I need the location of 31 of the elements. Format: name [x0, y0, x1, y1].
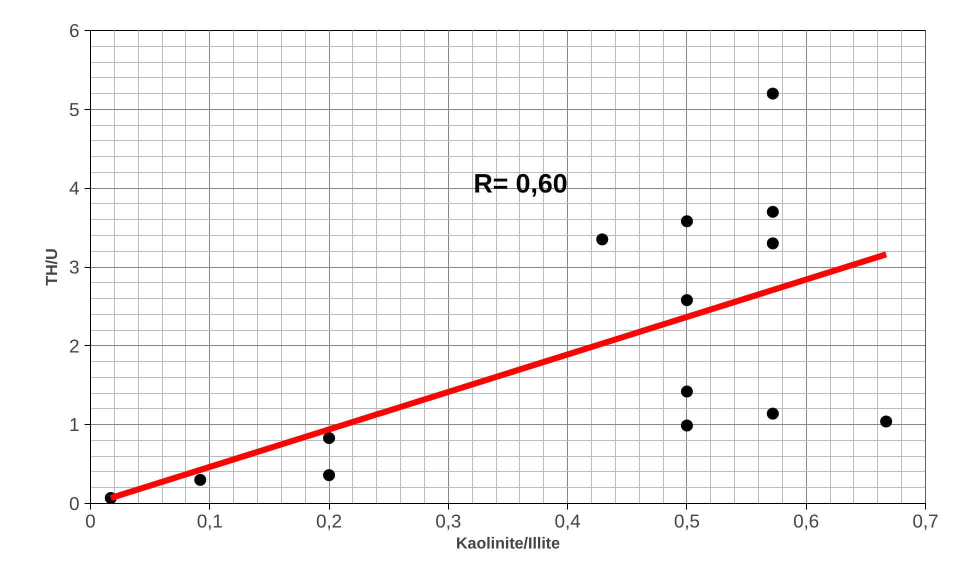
- x-tick-label: 0,3: [435, 510, 462, 532]
- x-tick-label: 0,5: [674, 510, 700, 532]
- point: [680, 419, 693, 432]
- y-tick-label: 5: [69, 98, 80, 120]
- point: [766, 237, 779, 250]
- point: [596, 233, 608, 246]
- y-tick-label: 2: [69, 335, 80, 356]
- point: [766, 206, 779, 218]
- annotation: R= 0,60: [473, 168, 568, 198]
- x-tick-label: 0: [85, 510, 96, 532]
- x-tick-label: 0,2: [316, 510, 342, 532]
- x-axis-title: Kaolinite/Illite: [456, 536, 560, 552]
- x-tick-label: 0,4: [554, 510, 581, 532]
- x-tick-label: 0,1: [196, 510, 223, 532]
- point: [680, 386, 693, 398]
- point: [680, 215, 693, 228]
- point: [323, 432, 336, 444]
- point: [194, 474, 206, 486]
- y-tick-label: 1: [69, 414, 80, 436]
- point: [323, 469, 336, 482]
- y-tick-label: 3: [69, 256, 80, 278]
- x-tick-label: 0,7: [912, 510, 938, 532]
- point: [680, 294, 693, 306]
- point: [766, 408, 779, 420]
- y-tick-label: 6: [69, 20, 80, 41]
- x-tick-label: 0,6: [793, 510, 820, 532]
- point: [880, 416, 892, 428]
- y-tick-label: 4: [69, 178, 80, 199]
- point: [766, 88, 779, 100]
- y-axis-title: TH/U: [44, 248, 62, 286]
- y-tick-label: 0: [69, 493, 80, 514]
